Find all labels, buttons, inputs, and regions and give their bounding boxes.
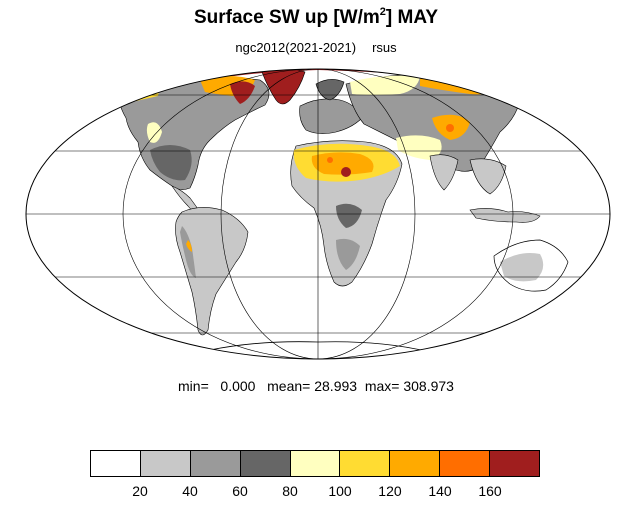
- andes: [180, 226, 196, 278]
- colorbar-tick-label: 80: [282, 483, 298, 499]
- colorbar-tick-label: 100: [328, 483, 352, 499]
- colorbar-tick-label: 20: [132, 483, 148, 499]
- sahara-orange: [311, 152, 374, 175]
- stats-line: min= 0.000 mean= 28.993 max= 308.973: [178, 378, 454, 394]
- mean-value: 28.993: [314, 378, 358, 394]
- colorbar-swatch: [290, 451, 341, 476]
- map-title: Surface SW up [W/m2] MAY: [193, 5, 438, 28]
- colorbar: [90, 450, 540, 477]
- min-value: 0.000: [220, 378, 256, 394]
- africa-dark: [336, 203, 362, 228]
- north-america-south: [150, 145, 192, 181]
- indonesia: [469, 208, 541, 223]
- canada-red: [230, 81, 255, 104]
- colorbar-swatch: [390, 451, 441, 476]
- colorbar-swatch: [440, 451, 491, 476]
- colorbar-tick-label: 120: [378, 483, 402, 499]
- tibet-hotspot: [446, 124, 454, 132]
- map-border: [25, 68, 611, 360]
- colorbar-tick-label: 40: [182, 483, 198, 499]
- colorbar-swatch: [190, 451, 241, 476]
- colorbar-swatch: [240, 451, 291, 476]
- colorbar-tick-label: 60: [232, 483, 248, 499]
- africa-south: [336, 238, 360, 270]
- colorbar-tick-label: 140: [428, 483, 452, 499]
- canada-light: [146, 122, 162, 143]
- colorbar-swatch: [340, 451, 391, 476]
- se-asia: [469, 158, 507, 195]
- india: [429, 154, 459, 191]
- south-america: [175, 207, 249, 336]
- colorbar-swatch: [91, 451, 141, 476]
- colorbar-swatch: [140, 451, 191, 476]
- run-label: ngc2012(2021-2021): [235, 40, 357, 55]
- world-map: [25, 68, 611, 360]
- andes-yellow: [186, 240, 192, 252]
- siberia-light: [350, 75, 420, 95]
- max-value: 308.973: [403, 378, 454, 394]
- middle-east-yellow: [396, 135, 442, 160]
- colorbar-ticks: 20 40 60 80 100 120 140 160: [90, 483, 540, 501]
- land-layer: [117, 69, 569, 353]
- variable-label: rsus: [372, 40, 397, 55]
- colorbar-tick-label: 160: [478, 483, 502, 499]
- colorbar-swatch: [490, 451, 540, 476]
- australia-grey: [500, 253, 544, 282]
- europe: [299, 98, 363, 134]
- sahara-hotspot: [341, 167, 351, 177]
- map-subtitle: ngc2012(2021-2021) rsus: [0, 40, 632, 55]
- sahara-spot: [327, 157, 333, 163]
